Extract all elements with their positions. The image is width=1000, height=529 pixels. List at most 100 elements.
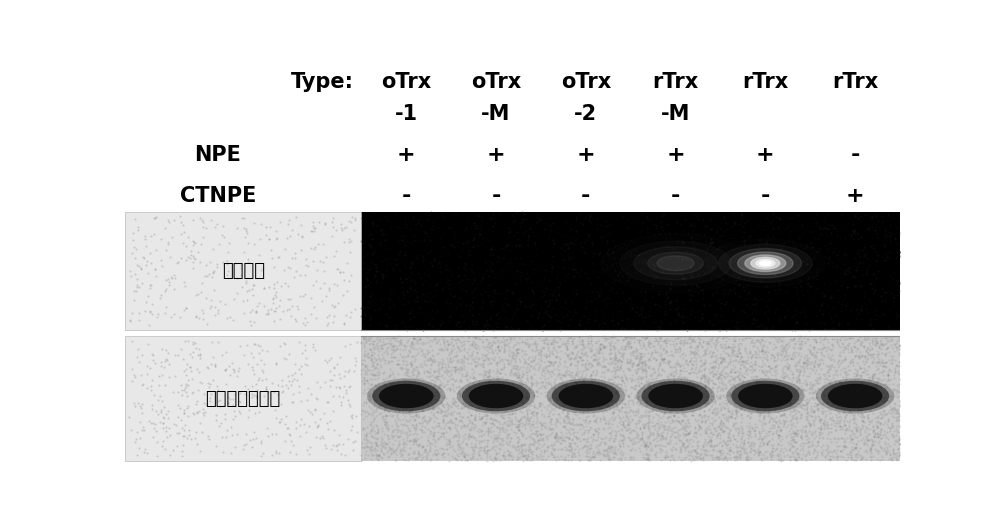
Point — [560, 352, 576, 361]
Point — [877, 351, 893, 359]
Point — [840, 379, 856, 387]
Point — [695, 294, 711, 303]
Point — [443, 403, 459, 412]
Point — [560, 418, 576, 426]
Point — [533, 353, 549, 361]
Point — [620, 425, 636, 433]
Point — [128, 245, 144, 254]
Point — [507, 419, 523, 428]
Point — [771, 418, 787, 426]
Point — [694, 417, 710, 425]
Point — [465, 444, 481, 453]
Point — [325, 222, 341, 231]
Point — [357, 362, 373, 371]
Point — [841, 421, 857, 430]
Point — [734, 357, 750, 365]
Point — [789, 249, 805, 258]
Point — [889, 361, 905, 369]
Point — [383, 258, 399, 267]
Point — [776, 374, 792, 382]
Point — [795, 290, 811, 299]
Point — [759, 368, 775, 377]
Point — [355, 246, 371, 254]
Point — [264, 253, 280, 262]
Point — [643, 216, 659, 224]
Point — [474, 274, 490, 282]
Point — [675, 415, 691, 424]
Point — [728, 321, 744, 330]
Point — [558, 304, 574, 313]
Point — [601, 419, 617, 427]
Point — [540, 336, 556, 344]
Point — [816, 425, 832, 434]
Point — [813, 423, 829, 432]
Point — [356, 350, 372, 358]
Point — [552, 280, 568, 289]
Point — [466, 318, 482, 327]
Point — [813, 425, 829, 434]
Point — [360, 436, 376, 445]
Point — [678, 430, 694, 438]
Point — [463, 386, 479, 394]
Point — [744, 338, 760, 346]
Point — [595, 408, 611, 416]
Point — [822, 455, 838, 463]
Point — [398, 262, 414, 271]
Point — [853, 364, 869, 372]
Point — [486, 356, 502, 364]
Point — [787, 455, 803, 463]
Point — [357, 347, 373, 355]
Point — [620, 215, 636, 223]
Point — [531, 453, 547, 461]
Point — [589, 287, 605, 296]
Point — [426, 424, 442, 432]
Point — [124, 336, 140, 345]
Point — [800, 398, 816, 406]
Point — [872, 358, 888, 366]
Point — [462, 454, 478, 462]
Point — [602, 443, 618, 451]
Point — [564, 252, 580, 261]
Point — [415, 340, 431, 349]
Point — [526, 362, 542, 370]
Point — [363, 421, 379, 430]
Point — [873, 425, 889, 433]
Point — [591, 376, 607, 384]
Point — [468, 224, 484, 233]
Point — [443, 346, 459, 355]
Point — [545, 235, 561, 244]
Point — [722, 445, 738, 453]
Point — [564, 381, 580, 390]
Point — [445, 381, 461, 389]
Point — [743, 227, 759, 235]
Point — [563, 225, 579, 234]
Point — [662, 335, 678, 344]
Point — [853, 352, 869, 360]
Point — [824, 413, 840, 421]
Point — [344, 411, 360, 419]
Point — [423, 427, 439, 436]
Point — [128, 286, 144, 295]
Point — [818, 446, 834, 454]
Point — [357, 361, 373, 370]
Point — [532, 419, 548, 427]
Point — [755, 439, 771, 448]
Point — [433, 409, 449, 417]
Point — [703, 392, 719, 400]
Point — [814, 351, 830, 359]
Ellipse shape — [367, 378, 445, 414]
Point — [686, 381, 702, 389]
Point — [563, 235, 579, 244]
Point — [581, 426, 597, 434]
Point — [385, 378, 401, 386]
Point — [417, 415, 433, 424]
Point — [820, 368, 836, 376]
Point — [674, 236, 690, 245]
Point — [564, 298, 580, 307]
Point — [499, 391, 515, 399]
Point — [886, 432, 902, 441]
Point — [597, 440, 613, 448]
Point — [677, 359, 693, 367]
Point — [580, 334, 596, 342]
Point — [481, 338, 497, 346]
